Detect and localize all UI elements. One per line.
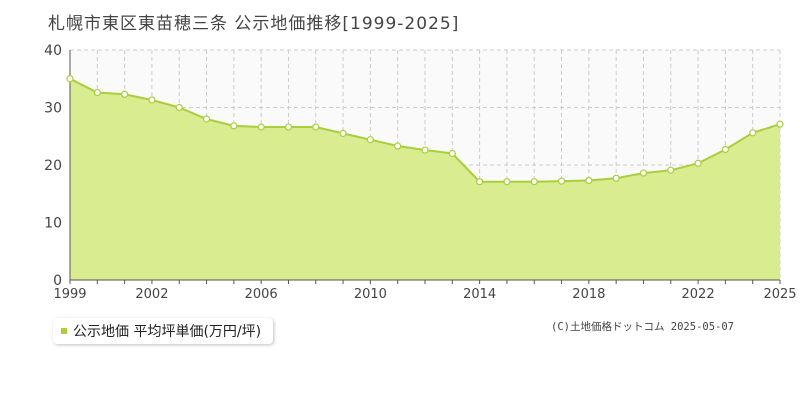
x-tick-label: 2014 (463, 287, 496, 302)
data-point (93, 88, 101, 97)
data-point (394, 142, 402, 150)
data-point (121, 90, 129, 98)
data-point (667, 166, 675, 174)
chart-title: 札幌市東区東苗穂三条 公示地価推移[1999-2025] (48, 14, 460, 34)
data-point (557, 177, 566, 185)
data-point (749, 129, 757, 137)
y-tick-label: 20 (44, 158, 62, 174)
legend-label: 公示地価 平均坪単価(万円/坪) (73, 324, 262, 340)
data-point (530, 178, 538, 186)
tick-labels: 0 10 20 30 40 1999 2002 2006 2010 2014 2018 2022 202… (44, 43, 796, 302)
data-point (476, 178, 484, 186)
x-tick-label: 1999 (53, 287, 86, 302)
x-tick-label: 2006 (245, 287, 278, 302)
data-point (421, 146, 429, 154)
data-point (257, 123, 265, 131)
data-point (284, 123, 293, 131)
axes (69, 50, 781, 284)
y-tick-label: 0 (53, 273, 62, 289)
series-markers (66, 75, 784, 186)
data-point (721, 145, 729, 154)
data-point (230, 122, 238, 130)
copyright-text: (C)土地価格ドットコム 2025-05-07 (551, 321, 735, 333)
series-area (70, 78, 780, 280)
data-point (312, 123, 320, 131)
y-tick-label: 10 (44, 216, 62, 232)
data-point (639, 169, 648, 177)
data-point (503, 178, 511, 186)
y-tick-label: 30 (44, 101, 62, 117)
y-tick-label: 40 (44, 43, 62, 59)
x-tick-label: 2018 (572, 287, 605, 302)
x-tick-label: 2025 (763, 287, 796, 302)
data-point (66, 75, 74, 83)
data-point (202, 115, 211, 123)
data-point (776, 120, 784, 128)
x-tick-label: 2022 (682, 287, 715, 302)
data-point (585, 176, 593, 185)
x-tick-label: 2002 (135, 287, 168, 302)
data-point (612, 174, 620, 182)
data-point (339, 129, 347, 137)
legend-swatch (61, 328, 67, 334)
data-point (175, 103, 183, 112)
data-point (366, 136, 374, 144)
x-tick-label: 2010 (354, 287, 387, 302)
data-point (148, 96, 156, 104)
data-point (448, 149, 456, 158)
data-point (694, 159, 702, 167)
legend: 公示地価 平均坪単価(万円/坪) (53, 318, 274, 344)
